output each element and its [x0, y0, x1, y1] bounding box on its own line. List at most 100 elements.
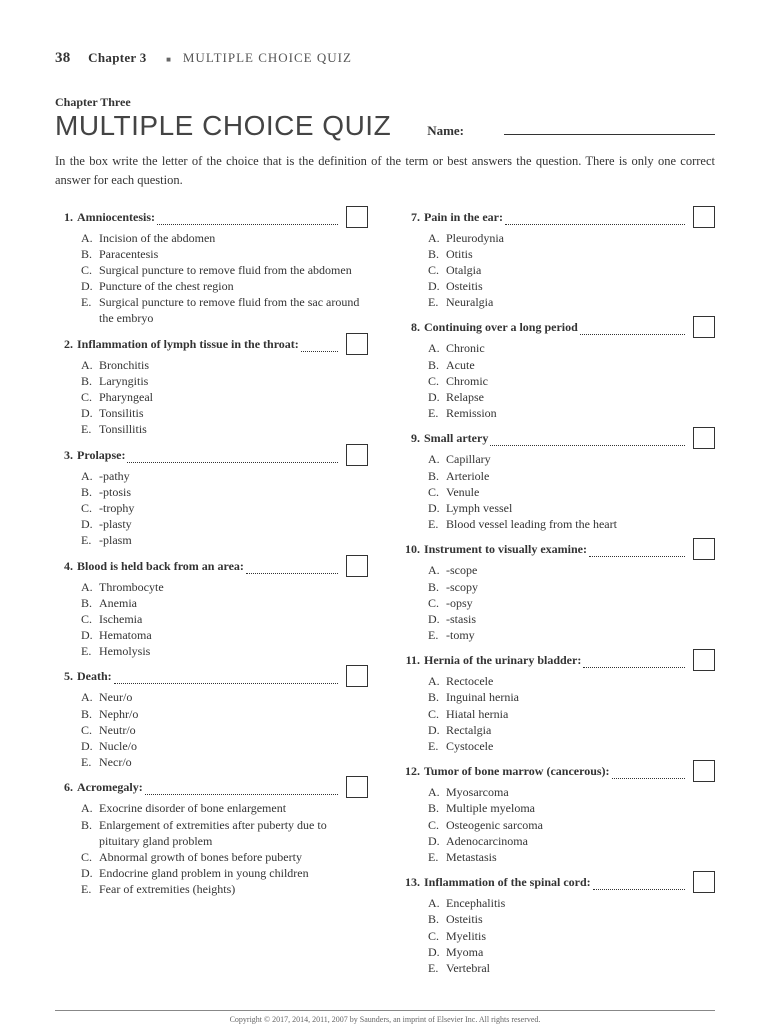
choice-item: D.Tonsilitis [81, 405, 368, 421]
question-term-text: Continuing over a long period [424, 320, 578, 335]
choice-list: A.CapillaryB.ArterioleC.VenuleD.Lymph ve… [402, 451, 715, 532]
choice-text: Otitis [446, 246, 715, 262]
answer-box[interactable] [693, 538, 715, 560]
choice-item: B.Osteitis [428, 911, 715, 927]
choice-text: Rectalgia [446, 722, 715, 738]
choice-item: E.Remission [428, 405, 715, 421]
choice-item: A.-pathy [81, 468, 368, 484]
question-term: Blood is held back from an area: [77, 559, 344, 574]
question-head: 11.Hernia of the urinary bladder: [402, 653, 715, 671]
choice-item: C.Venule [428, 484, 715, 500]
question-term-text: Inflammation of the spinal cord: [424, 875, 591, 890]
answer-box[interactable] [346, 206, 368, 228]
choice-letter: D. [81, 278, 99, 294]
question-number: 9. [402, 431, 424, 446]
choice-letter: D. [81, 865, 99, 881]
question-term: Hernia of the urinary bladder: [424, 653, 691, 668]
choice-letter: D. [428, 389, 446, 405]
answer-box[interactable] [346, 555, 368, 577]
answer-box[interactable] [346, 776, 368, 798]
choice-text: Neutr/o [99, 722, 368, 738]
choice-letter: E. [428, 738, 446, 754]
answer-box[interactable] [346, 333, 368, 355]
answer-box[interactable] [693, 427, 715, 449]
choice-item: B.-scopy [428, 579, 715, 595]
choice-text: Multiple myeloma [446, 800, 715, 816]
choice-letter: C. [81, 262, 99, 278]
choice-text: -pathy [99, 468, 368, 484]
choice-text: Metastasis [446, 849, 715, 865]
choice-item: E.Fear of extremities (heights) [81, 881, 368, 897]
choice-letter: C. [81, 611, 99, 627]
choice-item: C.Surgical puncture to remove fluid from… [81, 262, 368, 278]
choice-text: Neur/o [99, 689, 368, 705]
question-term-text: Blood is held back from an area: [77, 559, 244, 574]
choice-text: Tonsilitis [99, 405, 368, 421]
column-left: 1.Amniocentesis:A.Incision of the abdome… [55, 210, 368, 987]
choice-item: A.Exocrine disorder of bone enlargement [81, 800, 368, 816]
choice-item: B.Arteriole [428, 468, 715, 484]
leader-dots [490, 436, 685, 446]
choice-text: Encephalitis [446, 895, 715, 911]
question-head: 8.Continuing over a long period [402, 320, 715, 338]
choice-text: Cystocele [446, 738, 715, 754]
choice-text: Lymph vessel [446, 500, 715, 516]
choice-letter: B. [428, 579, 446, 595]
choice-letter: A. [81, 800, 99, 816]
choice-letter: B. [428, 800, 446, 816]
question-head: 7.Pain in the ear: [402, 210, 715, 228]
choice-item: B.Multiple myeloma [428, 800, 715, 816]
choice-text: Anemia [99, 595, 368, 611]
question-term-text: Pain in the ear: [424, 210, 503, 225]
choice-letter: C. [428, 928, 446, 944]
answer-box[interactable] [346, 444, 368, 466]
choice-text: Bronchitis [99, 357, 368, 373]
question-number: 13. [402, 875, 424, 890]
choice-letter: A. [428, 451, 446, 467]
question-term: Pain in the ear: [424, 210, 691, 225]
choice-item: B.Acute [428, 357, 715, 373]
name-input-line[interactable] [504, 123, 715, 135]
question: 3.Prolapse:A.-pathyB.-ptosisC.-trophyD.-… [55, 448, 368, 549]
choice-text: -plasty [99, 516, 368, 532]
choice-item: D.-stasis [428, 611, 715, 627]
choice-item: D.Nucle/o [81, 738, 368, 754]
choice-letter: C. [81, 722, 99, 738]
choice-letter: A. [81, 579, 99, 595]
choice-letter: E. [81, 754, 99, 770]
choice-text: Chromic [446, 373, 715, 389]
choice-item: D.Puncture of the chest region [81, 278, 368, 294]
answer-box[interactable] [693, 206, 715, 228]
choice-text: Hiatal hernia [446, 706, 715, 722]
choice-letter: D. [428, 500, 446, 516]
choice-list: A.MyosarcomaB.Multiple myelomaC.Osteogen… [402, 784, 715, 865]
answer-box[interactable] [693, 871, 715, 893]
page-number: 38 [55, 50, 71, 66]
choice-item: A.Incision of the abdomen [81, 230, 368, 246]
choice-letter: A. [428, 784, 446, 800]
choice-letter: E. [81, 421, 99, 437]
choice-text: Surgical puncture to remove fluid from t… [99, 262, 368, 278]
question: 5.Death:A.Neur/oB.Nephr/oC.Neutr/oD.Nucl… [55, 669, 368, 770]
question-term: Inflammation of the spinal cord: [424, 875, 691, 890]
choice-text: Thrombocyte [99, 579, 368, 595]
choice-item: A.Thrombocyte [81, 579, 368, 595]
answer-box[interactable] [693, 316, 715, 338]
choice-item: D.Endocrine gland problem in young child… [81, 865, 368, 881]
choice-list: A.ThrombocyteB.AnemiaC.IschemiaD.Hematom… [55, 579, 368, 660]
leader-dots [301, 342, 338, 352]
choice-text: Venule [446, 484, 715, 500]
name-label: Name: [427, 123, 464, 139]
choice-item: D.Osteitis [428, 278, 715, 294]
choice-text: -plasm [99, 532, 368, 548]
chapter-label: Chapter 3 [88, 50, 146, 65]
question-term: Inflammation of lymph tissue in the thro… [77, 337, 344, 352]
answer-box[interactable] [693, 649, 715, 671]
question-head: 13.Inflammation of the spinal cord: [402, 875, 715, 893]
choice-letter: B. [81, 595, 99, 611]
answer-box[interactable] [693, 760, 715, 782]
choice-item: A.-scope [428, 562, 715, 578]
answer-box[interactable] [346, 665, 368, 687]
leader-dots [583, 658, 685, 668]
question-term: Prolapse: [77, 448, 344, 463]
